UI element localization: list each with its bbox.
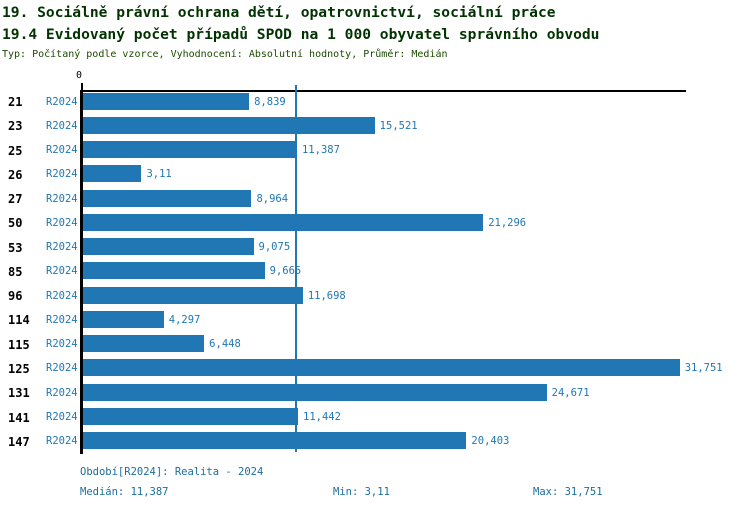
series-label: R2024 bbox=[46, 168, 78, 181]
category-label: 26 bbox=[8, 167, 23, 182]
value-label: 8,839 bbox=[254, 95, 286, 108]
series-label: R2024 bbox=[46, 192, 78, 205]
median-line bbox=[294, 85, 297, 452]
category-label: 125 bbox=[8, 361, 30, 376]
bar bbox=[83, 165, 142, 183]
bar bbox=[83, 116, 375, 134]
category-label: 53 bbox=[8, 240, 23, 255]
value-label: 9,075 bbox=[258, 241, 291, 254]
x-axis-tick bbox=[81, 83, 83, 91]
category-label: 21 bbox=[8, 95, 23, 109]
category-label: 131 bbox=[8, 386, 30, 401]
category-label: 25 bbox=[8, 143, 23, 158]
category-label: 141 bbox=[8, 410, 30, 425]
series-label: R2024 bbox=[46, 338, 78, 351]
x-axis-line bbox=[80, 90, 686, 92]
bar bbox=[83, 359, 680, 377]
series-label: R2024 bbox=[46, 119, 78, 132]
value-label: 15,521 bbox=[379, 119, 418, 132]
series-label: R2024 bbox=[46, 265, 78, 278]
y-axis-line bbox=[80, 90, 83, 454]
series-label: R2024 bbox=[46, 289, 78, 302]
bar bbox=[83, 408, 299, 425]
series-label: R2024 bbox=[46, 435, 78, 448]
category-label: 115 bbox=[8, 337, 30, 352]
series-label: R2024 bbox=[46, 313, 78, 326]
series-label: R2024 bbox=[46, 411, 78, 423]
min-stat: Min: 3,11 bbox=[333, 486, 390, 498]
bar bbox=[83, 141, 297, 159]
page-title: 19. Sociálně právní ochrana dětí, opatro… bbox=[2, 4, 556, 21]
value-label: 31,751 bbox=[684, 362, 723, 375]
bar bbox=[83, 310, 164, 328]
series-label: R2024 bbox=[46, 386, 78, 399]
bar bbox=[83, 238, 254, 256]
bar bbox=[83, 189, 252, 207]
value-label: 11,387 bbox=[301, 144, 340, 157]
value-label: 11,442 bbox=[303, 411, 341, 423]
bar bbox=[83, 262, 265, 280]
series-label: R2024 bbox=[46, 95, 78, 108]
value-label: 9,665 bbox=[269, 265, 302, 278]
value-label: 4,297 bbox=[168, 313, 201, 326]
x-axis-zero-label: 0 bbox=[76, 70, 83, 81]
series-label: R2024 bbox=[46, 144, 78, 157]
page-subtitle: 19.4 Evidovaný počet případů SPOD na 1 0… bbox=[2, 26, 600, 43]
category-label: 23 bbox=[8, 119, 23, 134]
series-label: R2024 bbox=[46, 216, 78, 229]
category-label: 27 bbox=[8, 192, 23, 207]
value-label: 11,698 bbox=[307, 289, 346, 302]
max-stat: Max: 31,751 bbox=[533, 486, 603, 498]
category-label: 96 bbox=[8, 289, 23, 304]
category-label: 147 bbox=[8, 434, 30, 449]
bar bbox=[83, 213, 484, 231]
value-label: 21,296 bbox=[488, 216, 527, 229]
bar bbox=[83, 432, 467, 450]
category-label: 85 bbox=[8, 264, 23, 279]
report-meta-line: Typ: Počítaný podle vzorce, Vyhodnocení:… bbox=[2, 49, 448, 60]
series-label: R2024 bbox=[46, 241, 78, 254]
value-label: 3,11 bbox=[146, 168, 172, 181]
bar bbox=[83, 92, 250, 110]
value-label: 24,671 bbox=[551, 386, 590, 399]
bar bbox=[83, 286, 303, 304]
median-stat: Medián: 11,387 bbox=[80, 486, 169, 498]
category-label: 114 bbox=[8, 313, 30, 328]
value-label: 6,448 bbox=[209, 338, 241, 351]
value-label: 20,403 bbox=[471, 435, 510, 448]
period-legend: Období[R2024]: Realita - 2024 bbox=[80, 466, 264, 478]
value-label: 8,964 bbox=[256, 192, 289, 205]
category-label: 50 bbox=[8, 216, 23, 231]
bar bbox=[83, 335, 205, 353]
bar bbox=[83, 383, 547, 401]
series-label: R2024 bbox=[46, 362, 78, 375]
